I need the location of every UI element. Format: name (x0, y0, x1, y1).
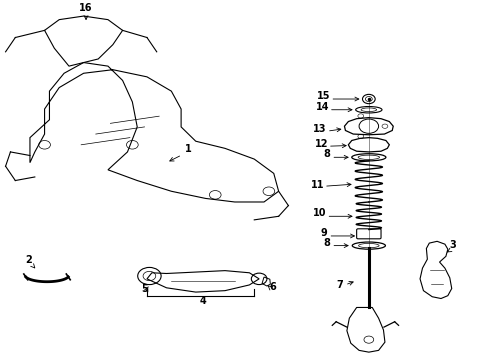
Text: 4: 4 (199, 296, 206, 306)
Text: 15: 15 (317, 91, 330, 101)
Text: 9: 9 (320, 228, 326, 238)
Text: 16: 16 (79, 3, 93, 13)
Text: 7: 7 (336, 280, 342, 290)
Text: 2: 2 (25, 255, 32, 265)
Text: 13: 13 (313, 124, 326, 134)
Text: 1: 1 (184, 144, 191, 154)
Text: 12: 12 (314, 139, 327, 149)
Text: 8: 8 (322, 149, 329, 159)
Text: 11: 11 (310, 180, 324, 190)
Text: 3: 3 (449, 240, 456, 251)
Text: 5: 5 (141, 284, 147, 294)
Text: 6: 6 (269, 282, 276, 292)
Text: 8: 8 (322, 238, 329, 248)
Text: 10: 10 (313, 208, 326, 218)
Text: 14: 14 (315, 102, 328, 112)
